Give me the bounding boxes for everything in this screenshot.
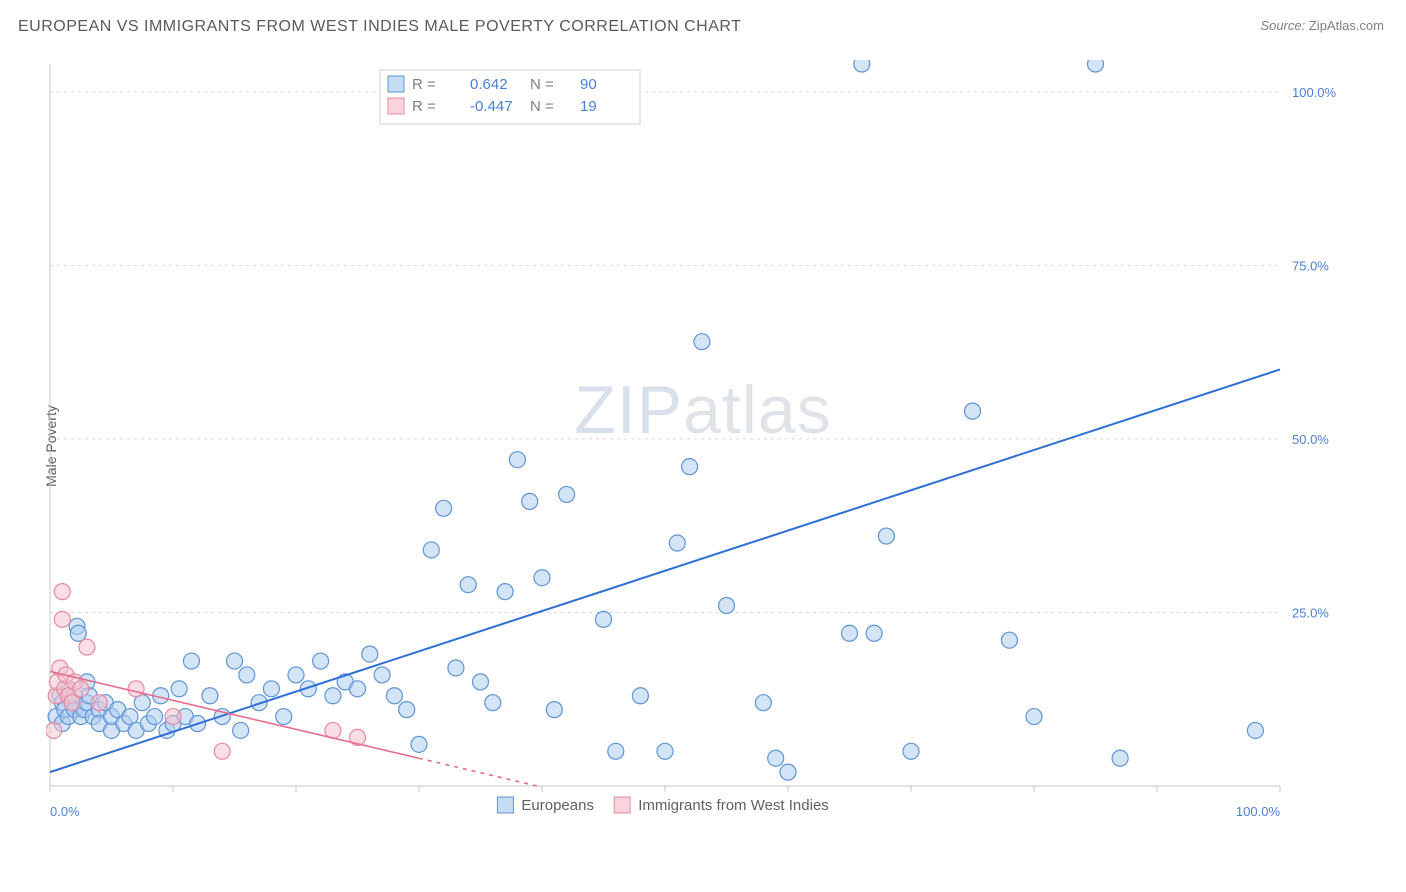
chart-title: EUROPEAN VS IMMIGRANTS FROM WEST INDIES … [18,18,741,36]
svg-text:Europeans: Europeans [521,797,594,814]
svg-text:0.642: 0.642 [470,76,508,93]
svg-text:75.0%: 75.0% [1292,258,1329,273]
svg-text:25.0%: 25.0% [1292,605,1329,620]
svg-text:100.0%: 100.0% [1292,85,1337,100]
svg-text:Immigrants from West Indies: Immigrants from West Indies [638,797,829,814]
chart-container: EUROPEAN VS IMMIGRANTS FROM WEST INDIES … [0,0,1406,892]
source-label: Source: [1260,18,1305,33]
svg-text:N =: N = [530,98,554,115]
svg-text:90: 90 [580,76,597,93]
svg-text:0.0%: 0.0% [50,804,80,819]
scatter-plot: 25.0% 50.0% 75.0% 100.0% 0.0% 100.0% R = 0.642 N… [46,60,1366,828]
source-attribution: Source: ZipAtlas.com [1260,18,1384,33]
svg-text:100.0%: 100.0% [1236,804,1281,819]
svg-text:R =: R = [412,98,436,115]
svg-text:N =: N = [530,76,554,93]
svg-text:-0.447: -0.447 [470,98,513,115]
svg-text:R =: R = [412,76,436,93]
svg-text:50.0%: 50.0% [1292,432,1329,447]
source-value: ZipAtlas.com [1309,18,1384,33]
svg-text:19: 19 [580,98,597,115]
